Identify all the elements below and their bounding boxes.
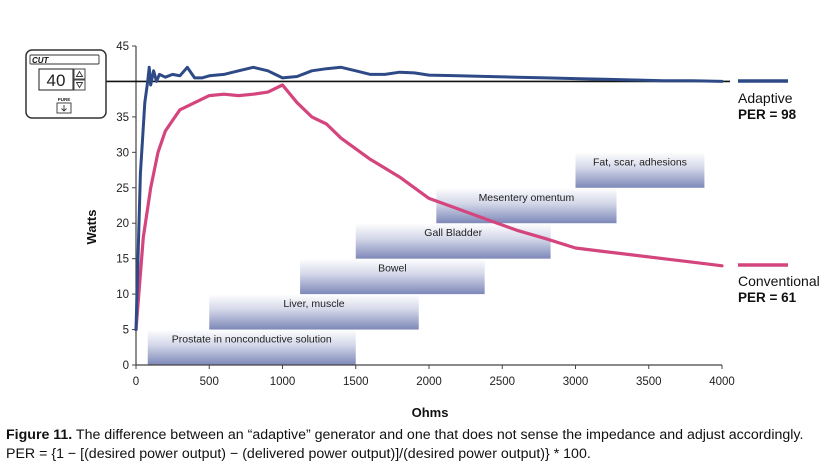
- tissue-band: Prostate in nonconductive solution: [147, 329, 356, 365]
- tissue-band-label: Fat, scar, adhesions: [593, 156, 687, 168]
- y-tick-label: 25: [116, 183, 129, 195]
- tissue-band-label: Bowel: [378, 263, 407, 275]
- series-lines: [134, 65, 724, 332]
- y-tick-label: 45: [116, 41, 129, 53]
- figure-caption: Figure 11. The difference between an “ad…: [6, 426, 834, 464]
- tissue-band: Fat, scar, adhesions: [575, 152, 705, 188]
- y-tick-label: 10: [116, 289, 129, 301]
- tissue-band: Bowel: [300, 258, 485, 295]
- series-line-adaptive: [134, 65, 724, 332]
- x-tick-label: 4000: [709, 376, 735, 388]
- tissue-band-label: Gall Bladder: [424, 227, 482, 239]
- x-tick-label: 1000: [270, 376, 296, 388]
- caption-text: The difference between an “adaptive” gen…: [6, 427, 804, 462]
- x-tick-label: 0: [133, 376, 139, 388]
- x-ticks: 0 500 1000 1500 2000 2500 3000 3500 4000: [133, 365, 735, 388]
- device-panel: CUT 40 PURE: [25, 49, 107, 119]
- legend-adaptive: Adaptive PER = 98: [738, 79, 797, 122]
- tissue-band-label: Mesentery omentum: [479, 192, 575, 204]
- series-line-conventional: [134, 83, 724, 332]
- legend-label-conventional: Conventional: [738, 273, 820, 289]
- caption-label: Figure 11.: [6, 427, 73, 443]
- power-up-button[interactable]: [73, 68, 86, 80]
- tissue-band: Mesentery omentum: [436, 187, 617, 224]
- y-tick-label: 0: [123, 360, 129, 372]
- legend-per-conventional: PER = 61: [738, 290, 797, 305]
- y-ticks: 0 5 10 15 20 25 30 35 45: [116, 41, 136, 372]
- y-tick-label: 35: [116, 112, 129, 124]
- legend-conventional: Conventional PER = 61: [738, 263, 820, 305]
- legend-label-adaptive: Adaptive: [738, 90, 793, 106]
- x-tick-label: 3500: [636, 376, 662, 388]
- chevron-up-icon: [75, 70, 84, 77]
- pure-label: PURE: [58, 97, 71, 102]
- mode-label: CUT: [32, 56, 50, 65]
- x-tick-label: 1500: [343, 376, 369, 388]
- x-tick-label: 3000: [563, 376, 589, 388]
- mode-bar: [29, 54, 100, 65]
- tissue-band-bar: [147, 329, 356, 365]
- tissue-band-bar: [436, 187, 617, 224]
- tissue-band-label: Liver, muscle: [283, 298, 344, 310]
- y-tick-label: 15: [116, 254, 129, 266]
- y-tick-label: 20: [116, 218, 129, 230]
- tissue-band: Liver, muscle: [209, 294, 419, 330]
- tissue-band-bar: [300, 258, 485, 295]
- y-tick-label: 30: [116, 147, 129, 159]
- x-tick-label: 2000: [416, 376, 442, 388]
- power-down-button[interactable]: [73, 79, 86, 91]
- y-tick-label: 5: [123, 325, 129, 337]
- chevron-down-icon: [75, 82, 84, 89]
- tissue-bands: Prostate in nonconductive solution Liver,…: [147, 152, 705, 365]
- power-display-value: 40: [47, 71, 66, 90]
- y-axis-label: Watts: [84, 210, 99, 245]
- power-display: [38, 68, 74, 91]
- x-axis-label: Ohms: [412, 405, 449, 420]
- x-tick-label: 500: [200, 376, 219, 388]
- tissue-band-bar: [575, 152, 705, 188]
- tissue-band-label: Prostate in nonconductive solution: [172, 334, 332, 346]
- x-tick-label: 2500: [489, 376, 515, 388]
- tissue-band-bar: [209, 294, 419, 330]
- tissue-band: Gall Bladder: [355, 223, 551, 259]
- legend-per-adaptive: PER = 98: [738, 107, 797, 122]
- pure-button[interactable]: [56, 102, 72, 114]
- arrow-down-icon: [61, 105, 67, 112]
